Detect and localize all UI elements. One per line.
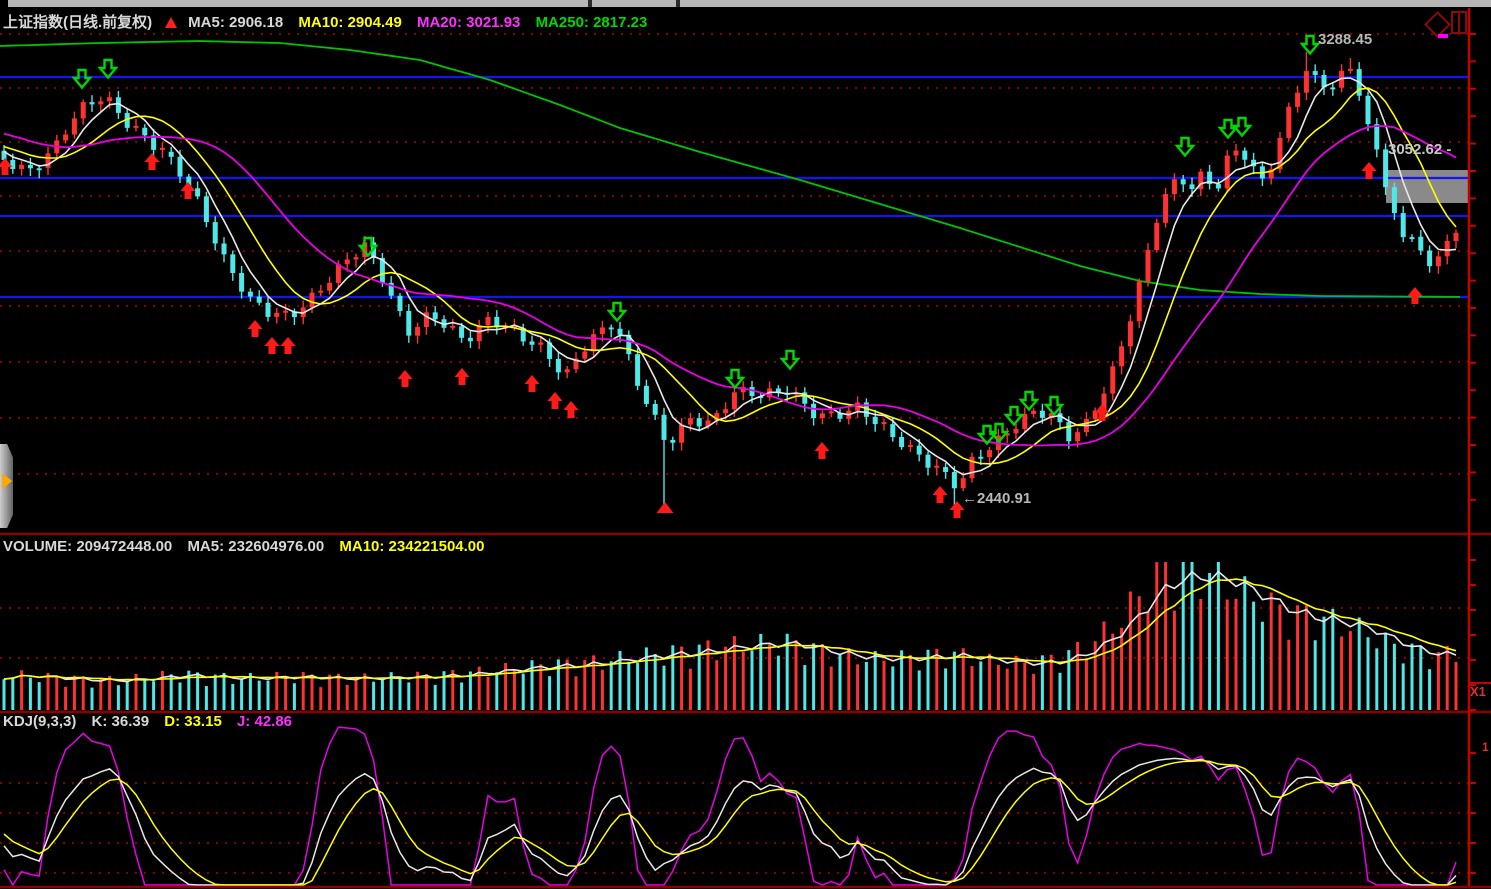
strip-notch (676, 0, 680, 7)
strip-notch (588, 0, 592, 7)
split-window-icon[interactable] (1451, 11, 1467, 34)
expand-arrow-icon (2, 473, 12, 489)
magenta-marker-icon (1438, 34, 1448, 38)
window-top-strip (8, 0, 1491, 7)
sidebar-expand-handle[interactable] (0, 444, 13, 528)
